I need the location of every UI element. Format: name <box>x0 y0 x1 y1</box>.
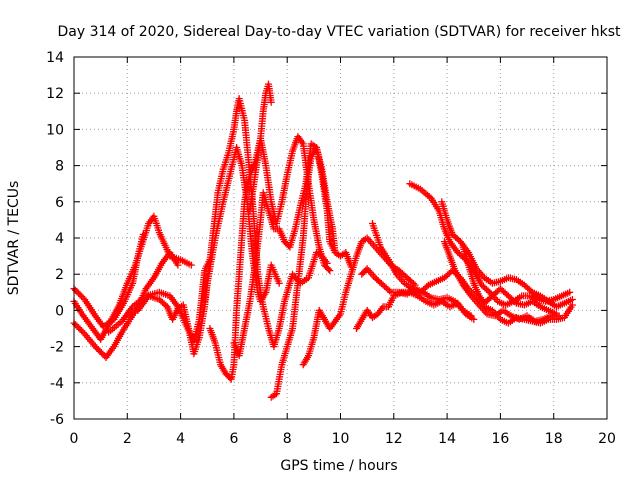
series-track-15 <box>406 180 574 309</box>
y-tick-label: 12 <box>46 86 64 102</box>
x-tick-label: 4 <box>176 431 185 447</box>
series-markers <box>201 95 331 351</box>
series-markers <box>406 180 574 309</box>
y-tick-label: 4 <box>55 231 64 247</box>
y-tick-label: 6 <box>55 195 64 211</box>
y-tick-label: -2 <box>50 340 64 356</box>
y-axis-label: SDTVAR / TECUs <box>6 181 22 296</box>
x-tick-label: 12 <box>385 431 403 447</box>
y-tick-label: -4 <box>50 376 64 392</box>
series-markers <box>299 234 419 369</box>
y-tick-label: 0 <box>55 303 64 319</box>
series-markers <box>438 198 576 311</box>
chart-title: Day 314 of 2020, Sidereal Day-to-day VTE… <box>58 24 621 40</box>
x-tick-label: 14 <box>438 431 456 447</box>
x-tick-label: 8 <box>283 431 292 447</box>
axis-ticks: 0 2 4 6 8 10 12 14 16 18 20 -6 -4 -2 0 2 4 6 8 10 12 14 <box>46 50 616 447</box>
series-markers <box>134 144 283 358</box>
series-markers <box>440 238 563 325</box>
y-tick-label: 2 <box>55 267 64 283</box>
series-track-5 <box>134 144 283 358</box>
y-tick-label: 8 <box>55 159 64 175</box>
series-track-16 <box>438 198 576 311</box>
series-track-6 <box>201 95 331 351</box>
x-tick-label: 6 <box>229 431 238 447</box>
y-tick-label: 10 <box>46 122 64 138</box>
series-markers <box>267 144 339 401</box>
series-track-18 <box>459 243 560 318</box>
grid-lines <box>74 57 607 419</box>
series-markers <box>459 243 560 318</box>
plot-frame <box>73 56 608 420</box>
y-tick-label: -6 <box>50 412 64 428</box>
x-tick-label: 10 <box>332 431 350 447</box>
x-tick-label: 2 <box>123 431 132 447</box>
data-series-layer <box>70 80 576 401</box>
x-tick-label: 0 <box>70 431 79 447</box>
x-axis-label: GPS time / hours <box>280 458 397 474</box>
x-tick-label: 18 <box>545 431 563 447</box>
series-track-17 <box>440 238 563 325</box>
series-track-10 <box>246 133 334 275</box>
x-tick-label: 16 <box>491 431 509 447</box>
x-tick-label: 20 <box>598 431 616 447</box>
series-markers <box>246 133 334 275</box>
series-track-11 <box>299 234 419 369</box>
y-tick-label: 14 <box>46 50 64 66</box>
series-track-9 <box>267 144 339 401</box>
